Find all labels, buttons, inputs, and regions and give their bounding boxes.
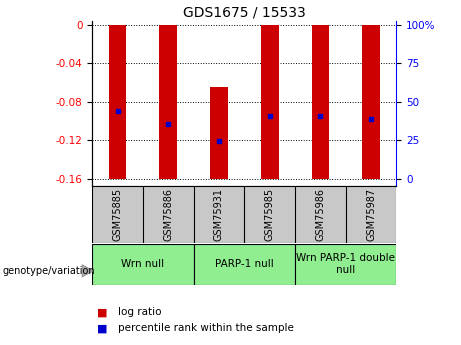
Bar bbox=[295, 244, 396, 285]
Bar bbox=[210, 87, 228, 179]
Text: Wrn null: Wrn null bbox=[121, 259, 165, 269]
Polygon shape bbox=[82, 265, 94, 277]
Bar bbox=[194, 244, 295, 285]
Text: GSM75931: GSM75931 bbox=[214, 188, 224, 241]
Bar bbox=[312, 24, 329, 179]
Bar bbox=[92, 244, 194, 285]
Bar bbox=[261, 24, 278, 179]
Bar bbox=[362, 24, 380, 179]
Text: genotype/variation: genotype/variation bbox=[2, 266, 95, 276]
Text: GSM75987: GSM75987 bbox=[366, 188, 376, 241]
Text: ■: ■ bbox=[97, 324, 107, 333]
Text: PARP-1 null: PARP-1 null bbox=[215, 259, 274, 269]
Title: GDS1675 / 15533: GDS1675 / 15533 bbox=[183, 6, 306, 20]
Text: GSM75886: GSM75886 bbox=[163, 188, 173, 241]
Text: GSM75985: GSM75985 bbox=[265, 188, 275, 241]
Text: GSM75986: GSM75986 bbox=[315, 188, 325, 241]
Bar bbox=[109, 24, 126, 179]
Text: log ratio: log ratio bbox=[118, 307, 161, 317]
Text: ■: ■ bbox=[97, 307, 107, 317]
Text: percentile rank within the sample: percentile rank within the sample bbox=[118, 324, 294, 333]
Text: GSM75885: GSM75885 bbox=[112, 188, 123, 241]
Bar bbox=[160, 24, 177, 179]
Text: Wrn PARP-1 double
null: Wrn PARP-1 double null bbox=[296, 254, 395, 275]
